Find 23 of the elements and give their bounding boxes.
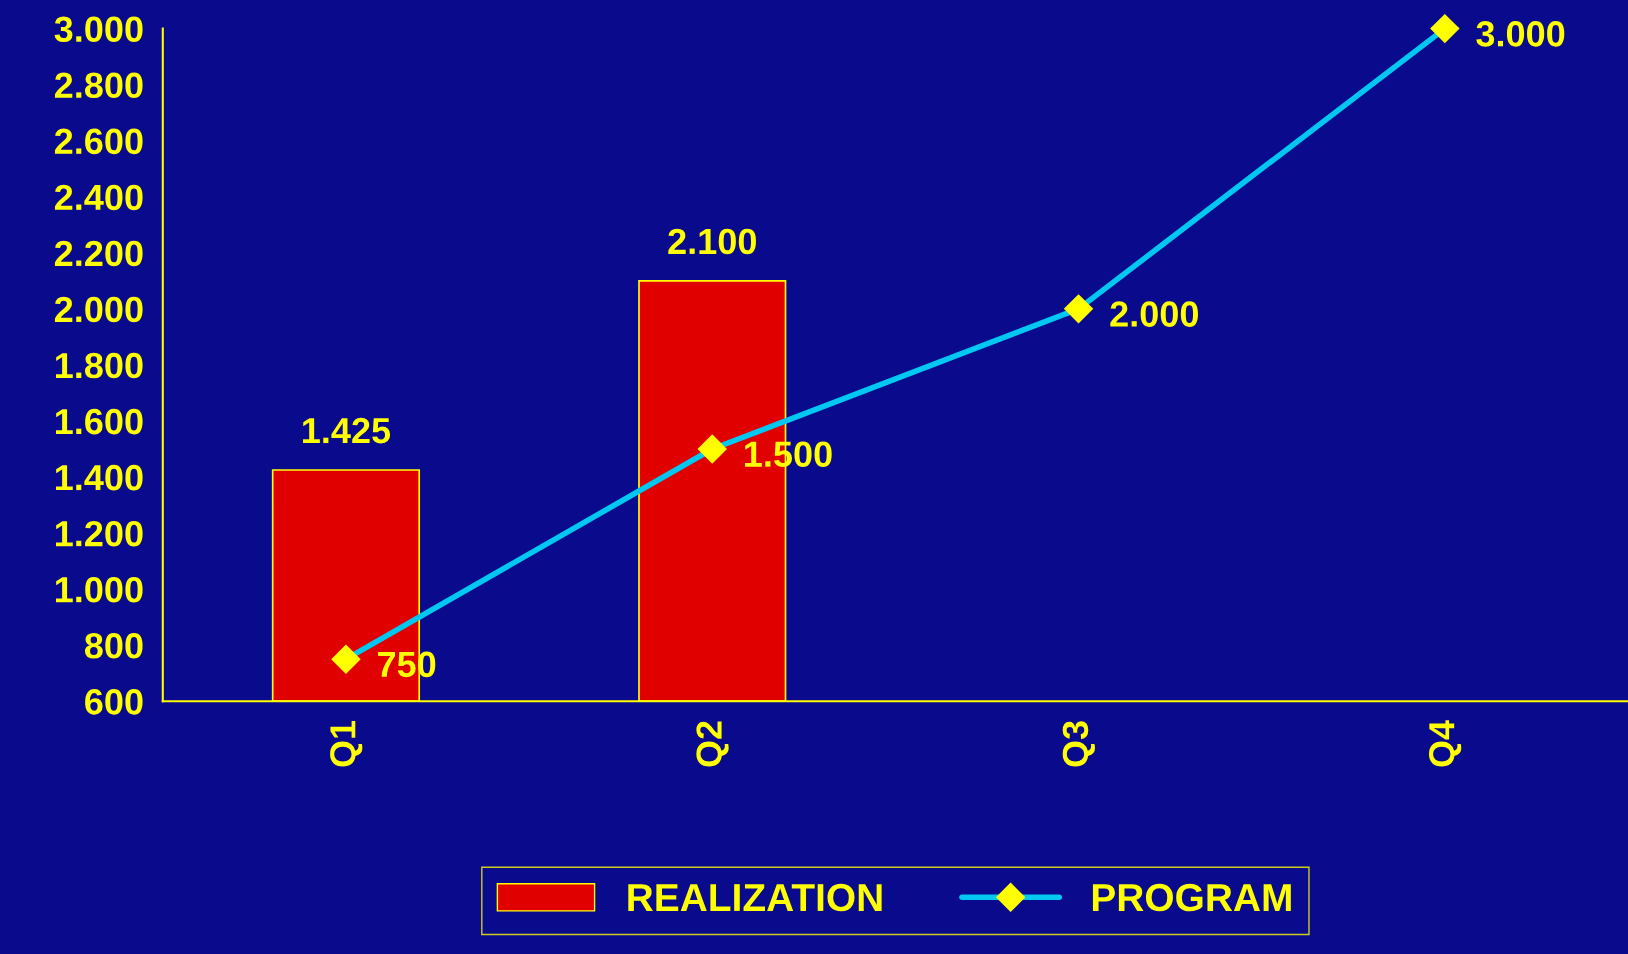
x-tick-label: Q3 <box>1062 721 1095 767</box>
y-tick-label: 2.000 <box>54 296 143 323</box>
y-tick-label: 1.000 <box>55 576 143 603</box>
legend-label: REALIZATION <box>628 883 882 912</box>
y-tick-label: 2.400 <box>54 184 143 211</box>
y-tick-label: 2.200 <box>54 240 143 267</box>
data-label: 3.000 <box>1476 21 1565 47</box>
y-tick-label: 600 <box>85 689 143 715</box>
y-tick-label: 2.600 <box>54 128 143 155</box>
data-label: 1.425 <box>303 417 391 444</box>
y-tick-label: 1.400 <box>55 464 143 491</box>
y-tick-label: 800 <box>84 633 143 659</box>
y-tick-label: 3.000 <box>54 16 143 43</box>
x-tick-label: Q2 <box>696 721 729 767</box>
data-label: 2.100 <box>668 228 756 255</box>
y-tick-label: 1.600 <box>55 408 143 435</box>
y-tick-label: 1.800 <box>55 352 143 379</box>
data-label: 2.000 <box>1110 301 1198 327</box>
x-tick-label: Q4 <box>1428 720 1462 767</box>
y-tick-label: 2.800 <box>54 72 143 99</box>
y-tick-label: 1.200 <box>55 520 143 547</box>
x-tick-label: Q1 <box>330 720 363 767</box>
legend-label: PROGRAM <box>1092 883 1291 912</box>
